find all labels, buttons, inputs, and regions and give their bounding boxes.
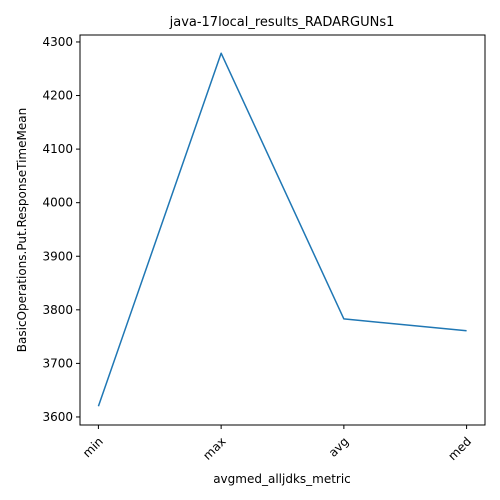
y-tick-label: 4200 [42,89,73,103]
x-axis-label: avgmed_alljdks_metric [213,472,351,486]
x-tick-label: max [200,434,228,462]
x-tick-label: med [445,434,474,463]
y-tick-label: 3800 [42,303,73,317]
plot-frame [79,34,486,426]
x-tick-label: min [80,434,106,460]
y-tick-label: 4300 [42,35,73,49]
y-tick-label: 3700 [42,356,73,370]
y-tick-label: 3900 [42,249,73,263]
y-tick-label: 3600 [42,410,73,424]
y-tick-label: 4100 [42,142,73,156]
x-tick-label: avg [326,434,352,460]
chart-title: java-17local_results_RADARGUNs1 [169,15,395,30]
x-axis: min max avg med [80,425,474,463]
series-layer [97,52,467,407]
y-axis-label: BasicOperations.Put.ResponseTimeMean [15,108,29,352]
y-axis: 3600 3700 3800 3900 4000 4100 4200 4300 [42,35,80,424]
series-line [97,52,467,407]
y-tick-label: 4000 [42,196,73,210]
